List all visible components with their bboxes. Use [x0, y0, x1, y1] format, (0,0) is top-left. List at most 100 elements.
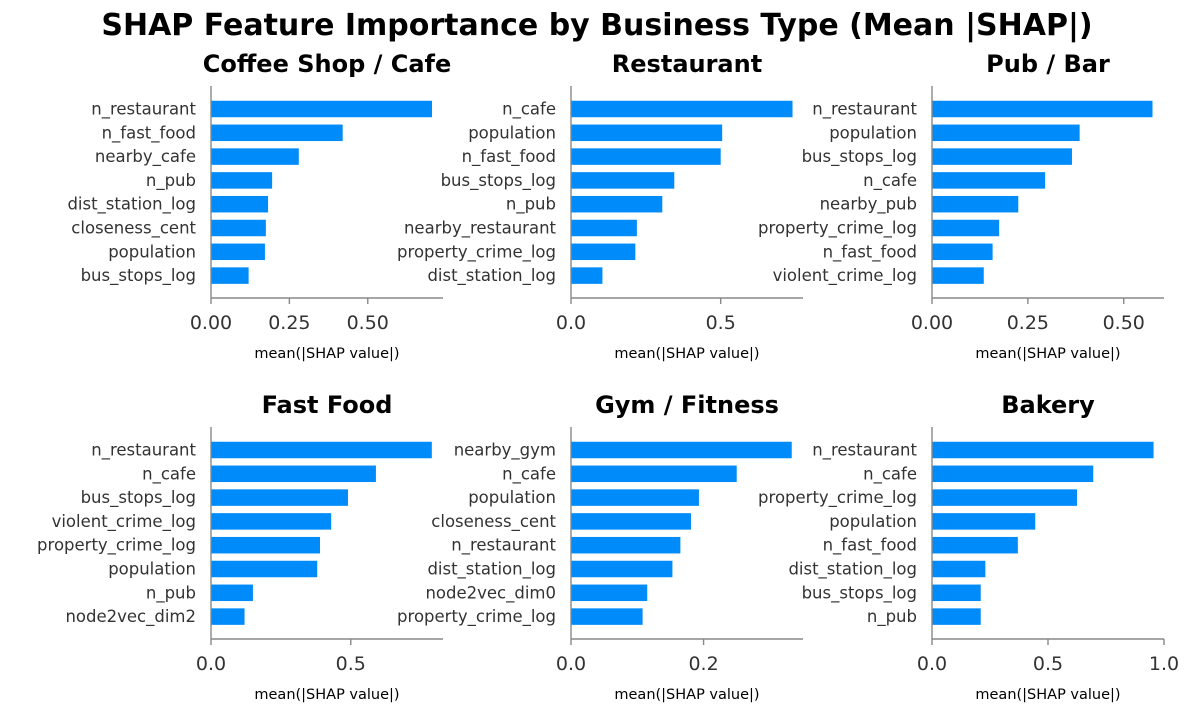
chart-restaurant-category-label: nearby_restaurant: [404, 219, 557, 239]
chart-restaurant-category-label: dist_station_log: [427, 266, 556, 286]
chart-bakery-category-label: dist_station_log: [788, 560, 917, 580]
chart-coffee-shop-cafe-x-tick-label: 0.50: [347, 312, 389, 334]
chart-gym-fitness-x-axis-label: mean(|SHAP value|): [614, 687, 759, 703]
chart-gym-fitness-bar-closeness-cent: [571, 513, 691, 530]
chart-bakery-bar-dist-station-log: [932, 560, 986, 578]
chart-pub-bar-category-label: violent_crime_log: [773, 266, 917, 286]
chart-bakery-category-label: n_restaurant: [812, 441, 917, 461]
chart-gym-fitness-bar-dist-station-log: [571, 560, 673, 578]
chart-coffee-shop-cafe-bar-population: [211, 243, 265, 261]
chart-gym-fitness-category-label: n_cafe: [502, 464, 556, 484]
chart-gym-fitness-category-label: node2vec_dim0: [425, 583, 556, 603]
chart-restaurant-category-label: n_fast_food: [462, 147, 556, 167]
chart-pub-bar-bar-population: [932, 124, 1080, 142]
chart-pub-bar-category-label: n_fast_food: [823, 242, 917, 262]
chart-bakery-category-label: n_cafe: [863, 464, 917, 484]
chart-gym-fitness-title: Gym / Fitness: [595, 391, 779, 419]
chart-pub-bar-bar-n-fast-food: [932, 243, 993, 261]
chart-restaurant-x-tick-label: 0.0: [556, 312, 586, 334]
chart-gym-fitness-category-label: closeness_cent: [431, 512, 556, 532]
chart-coffee-shop-cafe-category-label: n_pub: [146, 171, 196, 191]
chart-pub-bar-category-label: nearby_pub: [820, 195, 917, 215]
chart-fast-food-x-tick-label: 0.5: [336, 653, 366, 675]
chart-restaurant-x-axis-label: mean(|SHAP value|): [614, 346, 759, 362]
chart-coffee-shop-cafe-x-tick-label: 0.00: [190, 312, 232, 334]
chart-pub-bar-bar-bus-stops-log: [932, 148, 1072, 165]
chart-restaurant-bar-bus-stops-log: [571, 172, 675, 189]
chart-gym-fitness-category-label: property_crime_log: [397, 607, 556, 627]
chart-restaurant-bar-n-cafe: [571, 100, 793, 118]
chart-restaurant-category-label: n_pub: [506, 195, 556, 215]
chart-bakery-x-tick-label: 0.0: [917, 653, 947, 675]
chart-fast-food-title: Fast Food: [262, 391, 393, 419]
chart-title: SHAP Feature Importance by Business Type…: [101, 8, 1093, 43]
chart-pub-bar-bar-n-cafe: [932, 172, 1046, 189]
chart-pub-bar-bar-n-restaurant: [932, 100, 1153, 118]
chart-gym-fitness-bar-node2vec-dim0: [571, 584, 648, 602]
chart-fast-food-bar-n-pub: [211, 584, 253, 602]
chart-restaurant-bar-n-pub: [571, 195, 663, 213]
chart-pub-bar-bar-violent-crime-log: [932, 267, 984, 284]
chart-coffee-shop-cafe-category-label: bus_stops_log: [81, 266, 196, 286]
chart-pub-bar-bar-nearby-pub: [932, 195, 1019, 213]
chart-bakery-bar-n-fast-food: [932, 536, 1018, 554]
chart-fast-food-x-tick-label: 0.0: [196, 653, 226, 675]
chart-restaurant-category-label: population: [468, 123, 556, 142]
chart-pub-bar-x-tick-label: 0.25: [1007, 312, 1049, 334]
chart-bakery-bar-n-pub: [932, 608, 981, 625]
chart-coffee-shop-cafe-bar-dist-station-log: [211, 195, 269, 213]
chart-pub-bar-category-label: bus_stops_log: [802, 147, 917, 167]
chart-pub-bar-x-tick-label: 0.50: [1103, 312, 1145, 334]
chart-coffee-shop-cafe-bar-n-fast-food: [211, 124, 343, 142]
chart-bakery-category-label: population: [829, 512, 917, 531]
chart-pub-bar-x-axis-label: mean(|SHAP value|): [975, 346, 1120, 362]
chart-bakery-category-label: bus_stops_log: [802, 583, 917, 603]
chart-coffee-shop-cafe-category-label: closeness_cent: [71, 219, 196, 239]
chart-bakery-title: Bakery: [1001, 391, 1095, 419]
chart-restaurant-bar-population: [571, 124, 723, 142]
chart-bakery-x-axis-label: mean(|SHAP value|): [975, 687, 1120, 703]
chart-pub-bar-category-label: population: [829, 123, 917, 142]
chart-fast-food-bar-node2vec-dim2: [211, 608, 245, 625]
chart-coffee-shop-cafe-bar-nearby-cafe: [211, 148, 299, 165]
chart-pub-bar-x-tick-label: 0.00: [911, 312, 953, 334]
chart-fast-food-bar-n-restaurant: [211, 441, 432, 459]
chart-fast-food-x-axis-label: mean(|SHAP value|): [254, 687, 399, 703]
chart-coffee-shop-cafe-bar-n-restaurant: [211, 100, 433, 118]
chart-restaurant-category-label: bus_stops_log: [441, 171, 556, 191]
chart-bakery-category-label: property_crime_log: [758, 488, 917, 508]
chart-gym-fitness-category-label: population: [468, 488, 556, 507]
chart-coffee-shop-cafe-bar-n-pub: [211, 172, 273, 189]
chart-gym-fitness-x-tick-label: 0.2: [688, 653, 718, 675]
chart-bakery-bar-bus-stops-log: [932, 584, 981, 602]
chart-pub-bar-category-label: n_restaurant: [812, 100, 917, 120]
chart-fast-food-category-label: n_pub: [146, 583, 196, 603]
chart-gym-fitness-category-label: dist_station_log: [427, 560, 556, 580]
chart-bakery-category-label: n_pub: [867, 607, 917, 627]
chart-bakery-bar-n-restaurant: [932, 441, 1154, 459]
chart-coffee-shop-cafe-title: Coffee Shop / Cafe: [203, 50, 452, 78]
chart-bakery-x-tick-label: 1.0: [1149, 653, 1179, 675]
chart-pub-bar-title: Pub / Bar: [986, 50, 1110, 78]
chart-coffee-shop-cafe-category-label: dist_station_log: [67, 195, 196, 215]
chart-coffee-shop-cafe-bar-bus-stops-log: [211, 267, 249, 284]
chart-fast-food-bar-property-crime-log: [211, 536, 321, 554]
chart-restaurant-bar-nearby-restaurant: [571, 219, 637, 237]
chart-gym-fitness-bar-population: [571, 489, 699, 506]
chart-gym-fitness-category-label: n_restaurant: [451, 536, 556, 556]
chart-coffee-shop-cafe-category-label: population: [108, 242, 196, 261]
chart-restaurant-title: Restaurant: [612, 50, 762, 78]
chart-fast-food-bar-n-cafe: [211, 465, 376, 483]
chart-coffee-shop-cafe-x-tick-label: 0.25: [268, 312, 310, 334]
chart-gym-fitness-bar-property-crime-log: [571, 608, 643, 625]
chart-restaurant-x-tick-label: 0.5: [706, 312, 736, 334]
chart-bakery-category-label: n_fast_food: [823, 536, 917, 556]
chart-restaurant-bar-dist-station-log: [571, 267, 603, 284]
chart-fast-food-category-label: population: [108, 560, 196, 579]
chart-fast-food-category-label: violent_crime_log: [52, 512, 196, 532]
chart-fast-food-category-label: bus_stops_log: [81, 488, 196, 508]
chart-coffee-shop-cafe-category-label: n_restaurant: [91, 100, 196, 120]
chart-gym-fitness-x-tick-label: 0.0: [556, 653, 586, 675]
chart-coffee-shop-cafe-category-label: nearby_cafe: [95, 147, 196, 167]
